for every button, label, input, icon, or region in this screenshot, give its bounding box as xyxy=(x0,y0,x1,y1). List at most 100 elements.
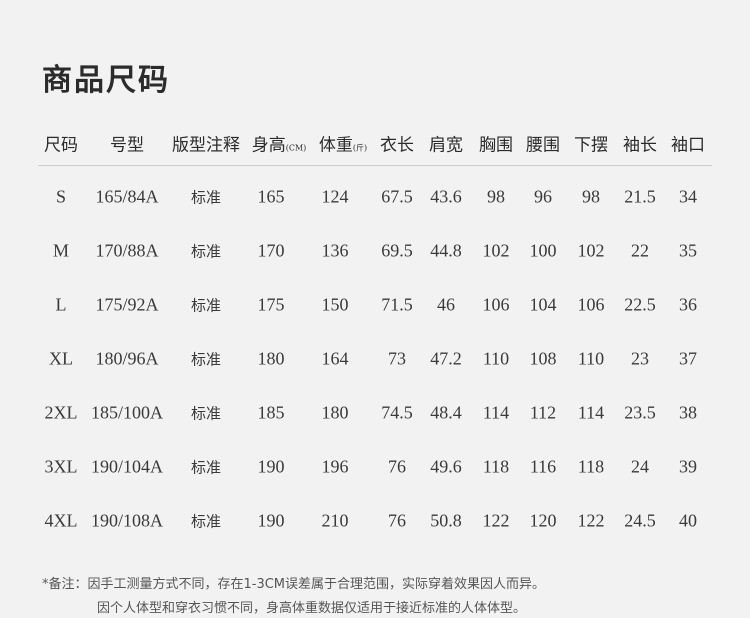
table-cell: 74.5 xyxy=(381,402,413,423)
table-cell: S xyxy=(55,186,67,207)
table-cell: 106 xyxy=(482,294,510,315)
note-line-1: *备注：因手工测量方式不同，存在1-3CM误差属于合理范围，实际穿着效果因人而异… xyxy=(42,577,546,592)
table-cell: 标准 xyxy=(190,458,222,477)
column-header: 身高(CM) xyxy=(252,131,307,156)
table-cell: 37 xyxy=(679,348,697,369)
column-header-label: 号型 xyxy=(110,135,144,156)
table-cell: M xyxy=(52,240,70,261)
column-header-label: 版型注释 xyxy=(172,135,240,156)
column-header: 袖长 xyxy=(623,131,657,156)
table-cell: 47.2 xyxy=(430,348,462,369)
table-cell: 108 xyxy=(529,348,557,369)
table-cell: 150 xyxy=(321,294,349,315)
table-cell: 104 xyxy=(529,294,557,315)
table-cell: 21.5 xyxy=(624,186,656,207)
column-header: 腰围 xyxy=(526,131,560,156)
table-cell: 196 xyxy=(321,456,349,477)
table-cell: 114 xyxy=(577,402,605,423)
table-cell: 35 xyxy=(679,240,697,261)
note-line-2: 因个人体型和穿衣习惯不同，身高体重数据仅适用于接近标准的人体体型。 xyxy=(97,601,527,616)
table-cell: 185 xyxy=(257,402,285,423)
table-cell: 2XL xyxy=(44,402,78,423)
table-cell: 98 xyxy=(487,186,505,207)
table-cell: 标准 xyxy=(190,350,222,369)
table-cell: 102 xyxy=(577,240,605,261)
table-cell: 175/92A xyxy=(95,294,159,315)
table-cell: 50.8 xyxy=(430,510,462,531)
page-title: 商品尺码 xyxy=(42,63,170,98)
column-header: 版型注释 xyxy=(172,131,240,156)
table-cell: XL xyxy=(49,348,73,369)
table-cell: 49.6 xyxy=(430,456,462,477)
table-cell: 73 xyxy=(388,348,406,369)
table-cell: 170 xyxy=(257,240,285,261)
table-cell: 114 xyxy=(482,402,510,423)
table-cell: 165 xyxy=(257,186,285,207)
table-cell: 180 xyxy=(257,348,285,369)
table-cell: 118 xyxy=(577,456,605,477)
table-cell: 76 xyxy=(388,456,406,477)
table-cell: 67.5 xyxy=(381,186,413,207)
table-cell: 36 xyxy=(679,294,697,315)
table-cell: 24.5 xyxy=(624,510,656,531)
column-header-unit: (斤) xyxy=(352,143,368,153)
table-cell: 210 xyxy=(321,510,349,531)
table-cell: 190/108A xyxy=(91,510,163,531)
column-header: 袖口 xyxy=(671,131,705,156)
table-cell: 180/96A xyxy=(95,348,159,369)
table-cell: 124 xyxy=(321,186,349,207)
column-header-label: 胸围 xyxy=(479,135,513,156)
table-cell: 122 xyxy=(482,510,510,531)
table-cell: 4XL xyxy=(44,510,78,531)
column-header: 尺码 xyxy=(44,131,78,156)
table-cell: 46 xyxy=(437,294,455,315)
table-cell: 34 xyxy=(679,186,697,207)
table-cell: 24 xyxy=(631,456,649,477)
table-cell: 22 xyxy=(631,240,649,261)
table-cell: 165/84A xyxy=(95,186,159,207)
column-header: 体重(斤) xyxy=(319,131,367,156)
table-cell: 76 xyxy=(388,510,406,531)
table-cell: 标准 xyxy=(190,188,222,207)
column-header-label: 肩宽 xyxy=(429,135,463,156)
table-cell: 39 xyxy=(679,456,697,477)
column-header-label: 下摆 xyxy=(574,135,608,156)
table-cell: 185/100A xyxy=(91,402,163,423)
column-header: 下摆 xyxy=(574,131,608,156)
table-cell: 118 xyxy=(482,456,510,477)
table-cell: 22.5 xyxy=(624,294,656,315)
table-cell: L xyxy=(55,294,67,315)
column-header: 肩宽 xyxy=(429,131,463,156)
column-header-label: 腰围 xyxy=(526,135,560,156)
table-cell: 164 xyxy=(321,348,349,369)
column-header-label: 袖长 xyxy=(623,135,657,156)
table-cell: 190 xyxy=(257,510,285,531)
table-cell: 23 xyxy=(631,348,649,369)
table-cell: 190/104A xyxy=(91,456,163,477)
column-header: 号型 xyxy=(110,131,144,156)
table-cell: 190 xyxy=(257,456,285,477)
table-cell: 175 xyxy=(257,294,285,315)
table-cell: 106 xyxy=(577,294,605,315)
table-cell: 3XL xyxy=(44,456,78,477)
table-cell: 标准 xyxy=(190,512,222,531)
table-cell: 23.5 xyxy=(624,402,656,423)
table-cell: 98 xyxy=(582,186,600,207)
table-cell: 102 xyxy=(482,240,510,261)
column-header-label: 体重 xyxy=(318,135,353,156)
table-cell: 标准 xyxy=(190,296,222,315)
table-cell: 180 xyxy=(321,402,349,423)
column-header-unit: (CM) xyxy=(285,143,307,153)
table-cell: 43.6 xyxy=(430,186,462,207)
column-header: 胸围 xyxy=(479,131,513,156)
column-header-label: 尺码 xyxy=(44,135,78,156)
table-cell: 136 xyxy=(321,240,349,261)
table-cell: 110 xyxy=(577,348,605,369)
table-cell: 标准 xyxy=(190,242,222,261)
header-divider xyxy=(38,165,712,166)
column-header-label: 衣长 xyxy=(380,135,414,156)
column-header-label: 袖口 xyxy=(671,135,705,156)
column-header-label: 身高 xyxy=(251,135,286,156)
table-cell: 110 xyxy=(482,348,510,369)
table-cell: 96 xyxy=(534,186,552,207)
